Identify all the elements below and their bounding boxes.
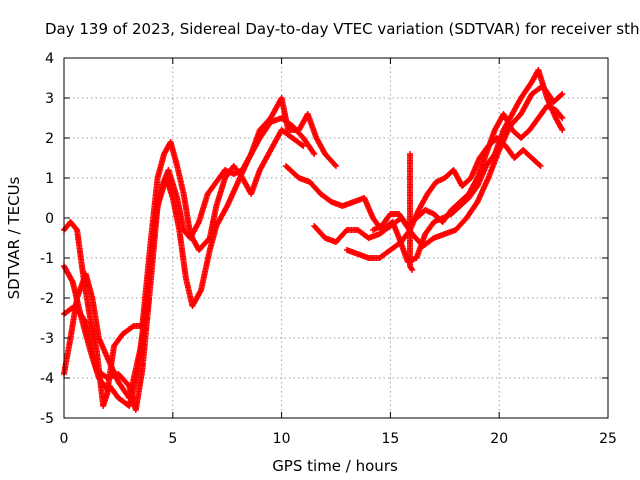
series-track-3 (61, 127, 307, 393)
x-tick-label: 25 (599, 431, 617, 447)
y-tick-label: -4 (40, 371, 54, 387)
data-series (61, 67, 566, 413)
series-track-9 (406, 151, 416, 273)
series-track-5 (311, 83, 566, 249)
y-tick-label: 2 (45, 131, 54, 147)
data-point (558, 113, 565, 120)
data-point (559, 115, 566, 121)
x-axis-label: GPS time / hours (272, 457, 398, 475)
data-point (559, 127, 566, 133)
data-point (299, 142, 306, 149)
x-tick-label: 10 (273, 431, 291, 447)
data-point (310, 149, 317, 156)
y-tick-label: 3 (45, 91, 54, 107)
plot-frame (63, 57, 609, 419)
x-tick-label: 0 (60, 431, 69, 447)
chart-title: Day 139 of 2023, Sidereal Day-to-day VTE… (45, 20, 640, 38)
y-tick-label: -5 (40, 411, 54, 427)
y-tick-label: 0 (45, 211, 54, 227)
series-track-8 (369, 103, 566, 233)
data-point (536, 162, 543, 168)
y-tick-label: -3 (40, 331, 54, 347)
data-point (409, 267, 416, 273)
x-tick-label: 15 (381, 431, 399, 447)
data-point (145, 295, 152, 301)
x-tick-label: 20 (490, 431, 508, 447)
y-tick-label: -2 (40, 291, 54, 307)
y-axis-label: SDTVAR / TECUs (5, 176, 23, 299)
series-track-6 (282, 67, 566, 265)
y-tick-label: 4 (45, 51, 54, 67)
series-track-7 (343, 135, 544, 261)
data-point (300, 143, 307, 149)
x-tick-label: 5 (168, 431, 177, 447)
series-track-4 (61, 271, 152, 401)
data-point (537, 163, 544, 169)
data-point (558, 92, 565, 98)
data-point (559, 91, 566, 97)
data-point (332, 161, 339, 168)
y-tick-label: 1 (45, 171, 54, 187)
data-point (333, 163, 339, 169)
data-point (311, 151, 318, 157)
y-tick-label: -1 (40, 251, 54, 267)
